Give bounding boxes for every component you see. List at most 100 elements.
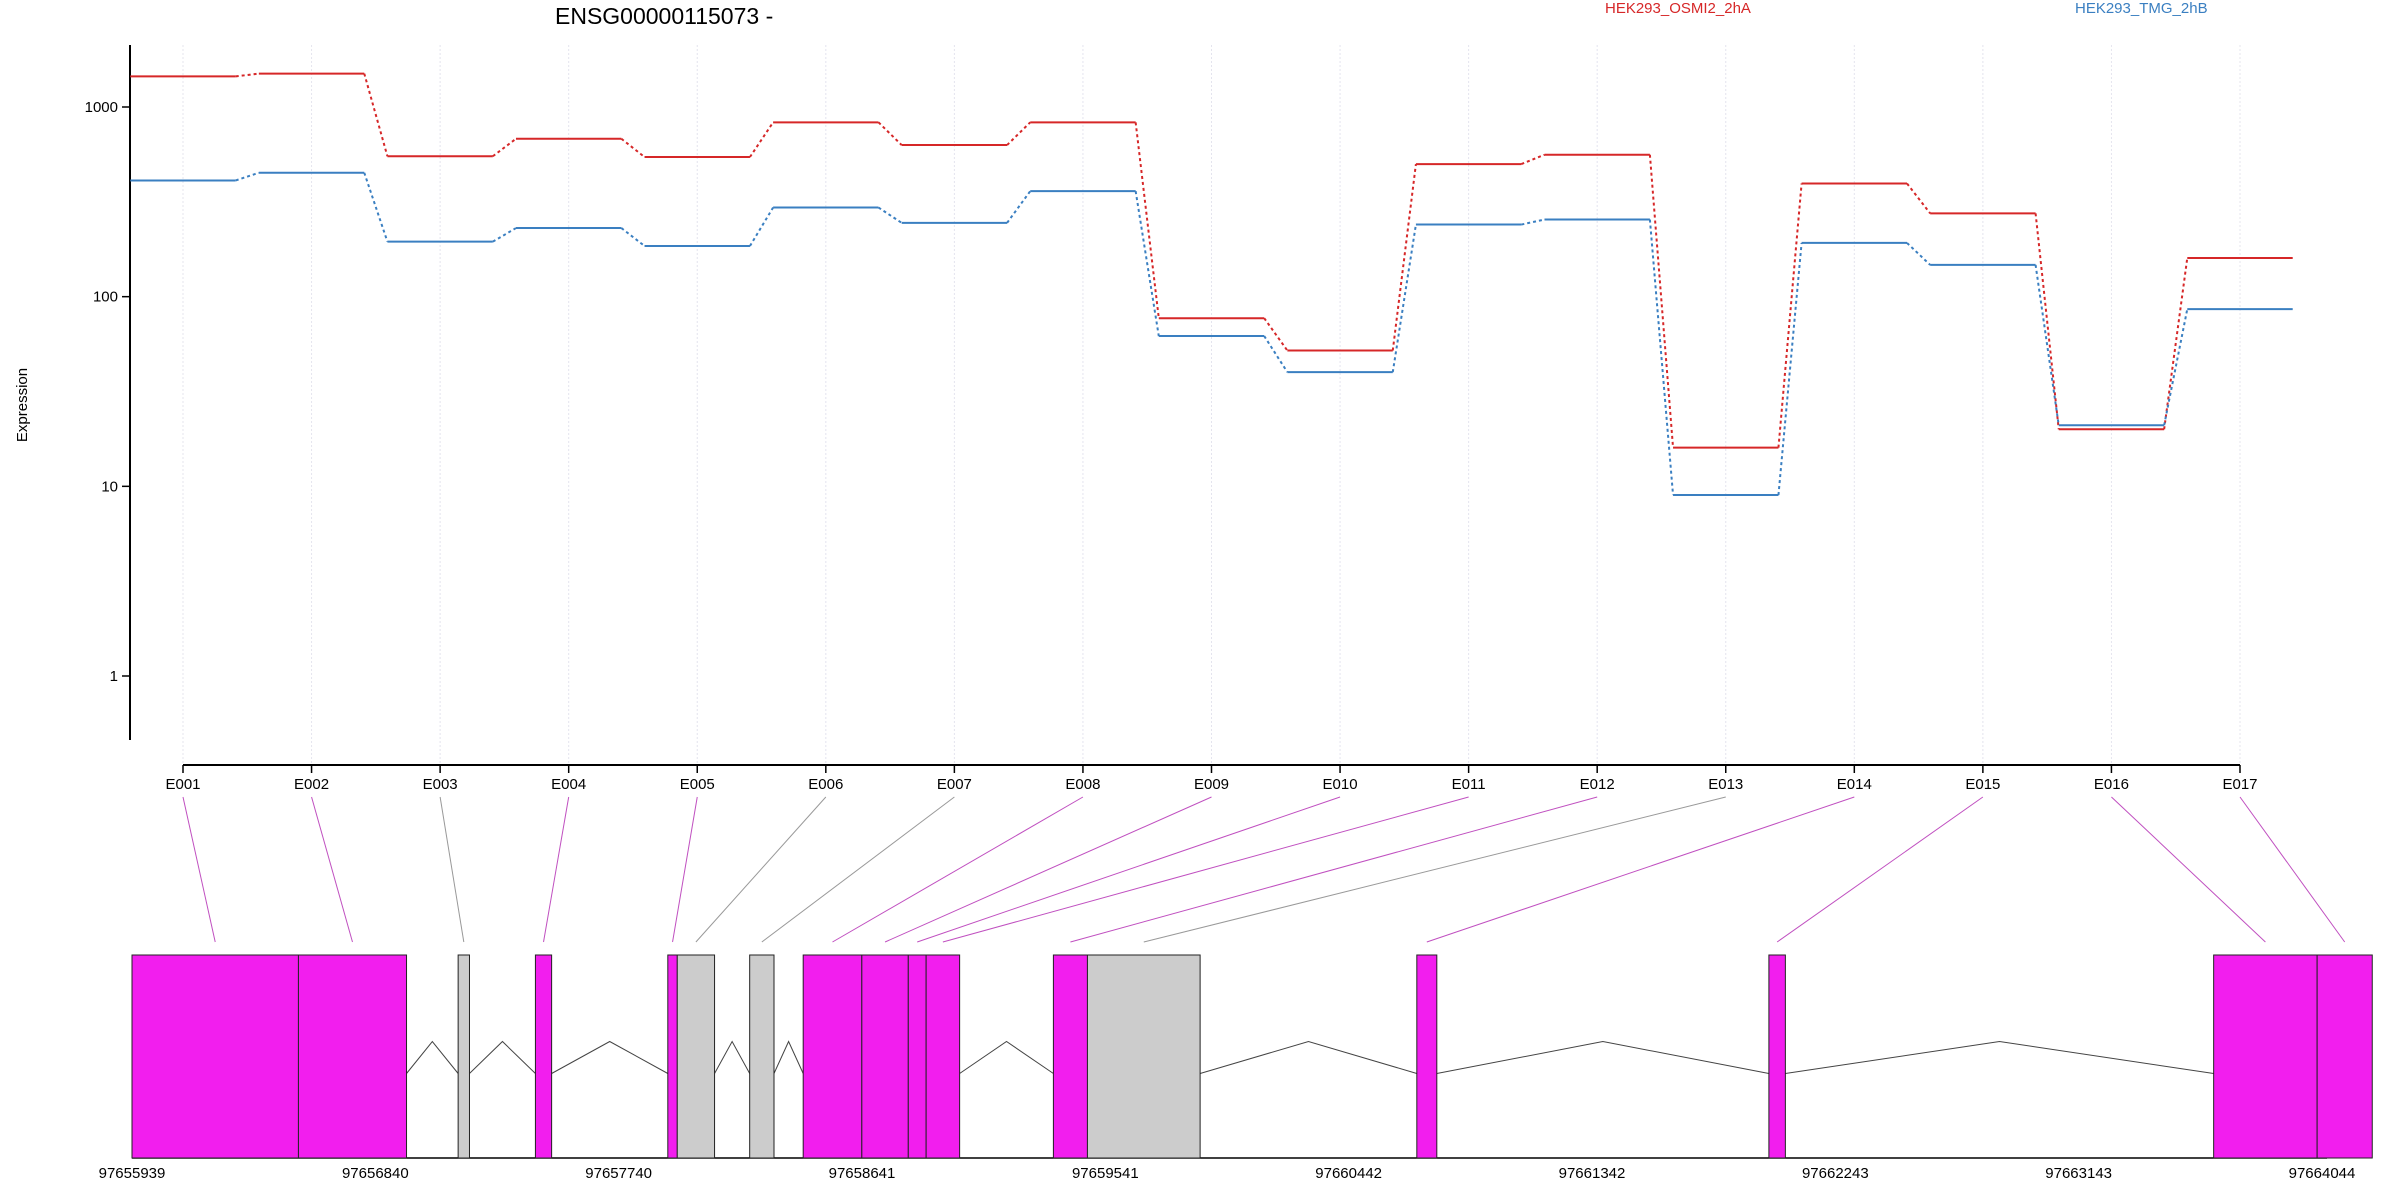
genomic-tick-label: 97661342 [1559, 1165, 1626, 1182]
x-tick-label: E009 [1194, 776, 1229, 793]
exon-box [1086, 954, 1201, 1159]
x-tick-label: E003 [423, 776, 458, 793]
exon-box [907, 954, 927, 1159]
x-tick-label: E011 [1452, 776, 1486, 793]
x-tick-label: E012 [1580, 776, 1615, 793]
series-connector [1263, 317, 1289, 352]
series-connector [1520, 153, 1545, 166]
exon-box [534, 954, 553, 1159]
exon-connector-line [942, 796, 1469, 943]
series-connector [620, 137, 646, 158]
series-connector [620, 227, 646, 247]
x-tick-label: E005 [680, 776, 715, 793]
exon-connector-line [695, 796, 827, 943]
intron-line [773, 1040, 804, 1074]
exon-box [676, 954, 716, 1159]
series-connector [2163, 257, 2189, 430]
exon-connector-line [1143, 796, 1726, 943]
exon-connectors [182, 796, 2346, 943]
legend-label-series-2: HEK293_TMG_2hB [2075, 0, 2208, 17]
exon-connector-line [1776, 796, 1984, 943]
exon-connector-line [832, 796, 1084, 943]
series-connector [235, 72, 259, 78]
exon-box [2316, 954, 2373, 1159]
exon-connector-line [917, 796, 1341, 943]
exon-box [1416, 954, 1438, 1159]
exon-connector-line [543, 796, 570, 943]
genomic-tick-label: 97658641 [829, 1165, 896, 1182]
exon-box [457, 954, 470, 1159]
genomic-tick-label: 97662243 [1802, 1165, 1869, 1182]
x-tick-label: E017 [2222, 776, 2257, 793]
series-connector [363, 73, 389, 157]
genomic-tick-label: 97660442 [1315, 1165, 1382, 1182]
exon-box [131, 954, 299, 1159]
x-tick-label: E006 [808, 776, 843, 793]
legend-label-series-1: HEK293_OSMI2_2hA [1605, 0, 1751, 17]
series-connector [1391, 163, 1417, 351]
axes: 1 10 100 1000 E001 E002 E003 E004 E005 E006 E007 E0… [85, 45, 2258, 793]
y-tick-label: 1 [110, 668, 118, 685]
exon-connector-line [1070, 796, 1598, 943]
intron-line [959, 1040, 1054, 1074]
exon-connector-line [672, 796, 698, 943]
exon-box [925, 954, 961, 1159]
x-tick-label: E002 [294, 776, 329, 793]
exon-box [1052, 954, 1088, 1159]
series-connector [1777, 183, 1803, 448]
series-connector [1906, 182, 1931, 214]
x-tick-label: E010 [1323, 776, 1358, 793]
x-tick-label: E016 [2094, 776, 2129, 793]
intron-line [1785, 1040, 2214, 1074]
series-connector [363, 172, 389, 242]
gene-model: 97655939 97656840 97657740 97658641 97659541… [99, 954, 2373, 1182]
series-connector [1006, 121, 1031, 146]
series-connector [749, 207, 774, 247]
intron-line [1436, 1040, 1769, 1074]
x-tick-label: E014 [1837, 776, 1872, 793]
exon-connector-line [2239, 796, 2346, 943]
series-connector [492, 227, 517, 243]
x-tick-label: E015 [1965, 776, 2000, 793]
intron-line [406, 1040, 459, 1074]
intron-line [551, 1040, 669, 1074]
genomic-tick-label: 97656840 [342, 1165, 409, 1182]
y-tick-label: 100 [93, 289, 118, 306]
series-1 [130, 72, 2293, 449]
series-connector [235, 171, 260, 182]
x-tick-label: E004 [551, 776, 586, 793]
genomic-tick-label: 97663143 [2045, 1165, 2112, 1182]
grid [182, 45, 2241, 765]
exon-box [2213, 954, 2318, 1159]
series-connector [2034, 264, 2060, 426]
series-connector [1648, 154, 1675, 448]
exon-box [297, 954, 408, 1159]
series-connector [877, 206, 903, 224]
exon-connector-line [884, 796, 1212, 943]
intron-line [1199, 1040, 1417, 1074]
series-connector [877, 121, 903, 146]
exon-box [667, 954, 678, 1159]
exon-box [861, 954, 909, 1159]
series-connector [1521, 218, 1545, 226]
exon-connector-line [2111, 796, 2266, 943]
series-lines [130, 72, 2293, 497]
exon-connector-line [182, 796, 216, 943]
exon-connector-line [1426, 796, 1855, 943]
intron-line [469, 1040, 536, 1074]
series-connector [2163, 308, 2189, 426]
x-tick-label: E008 [1065, 776, 1100, 793]
series-connector [1906, 242, 1931, 266]
exon-box [749, 954, 775, 1159]
series-connector [749, 121, 774, 158]
exon-box [802, 954, 863, 1159]
series-connector [1263, 335, 1289, 373]
exon-box [1768, 954, 1786, 1159]
series-connector [492, 137, 517, 158]
series-2 [130, 171, 2293, 497]
series-connector [2034, 213, 2060, 430]
x-tick-label: E007 [937, 776, 972, 793]
series-connector [1134, 122, 1160, 319]
series-connector [1134, 190, 1160, 337]
